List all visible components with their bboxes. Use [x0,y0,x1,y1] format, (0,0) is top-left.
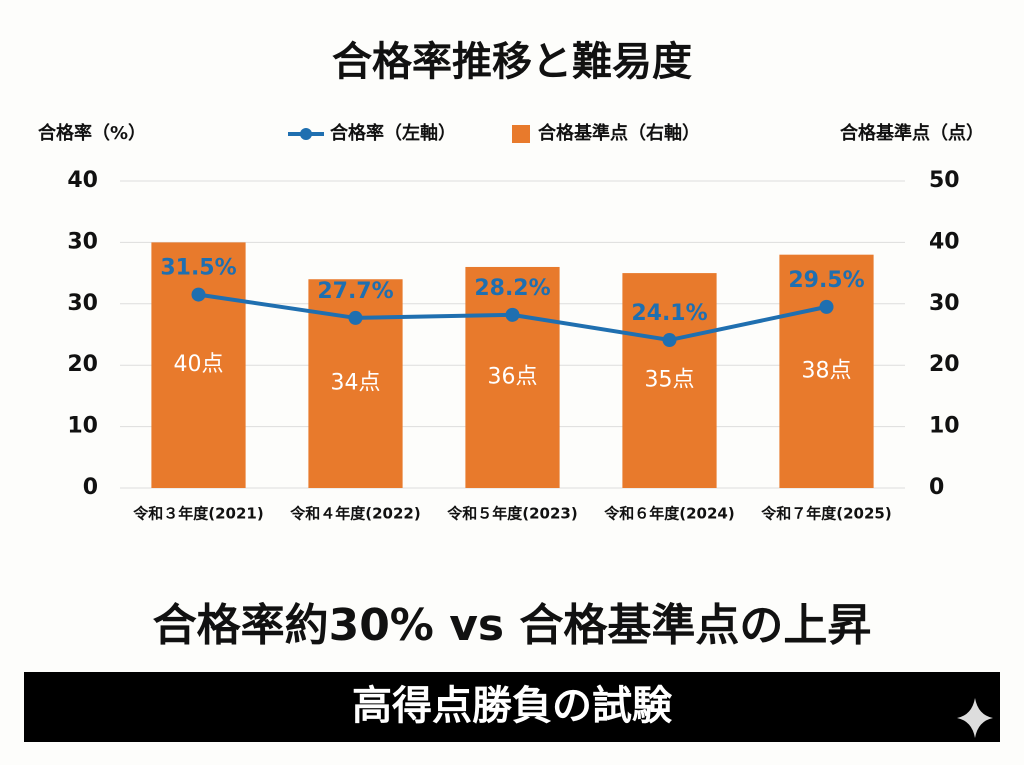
line-marker [819,299,834,314]
line-marker [505,307,520,322]
y2-tick-label: 40 [929,229,960,254]
x-tick-label: 令和５年度(2023) [447,505,577,523]
y2-tick-label: 50 [929,168,960,193]
bar-value-label: 36点 [488,364,538,389]
line-value-label: 28.2% [474,276,550,301]
x-tick-label: 令和３年度(2021) [133,505,263,523]
y2-axis-label: 合格基準点（点） [840,122,984,144]
bar [465,266,560,488]
sparkle-icon [957,698,993,738]
bar [151,242,246,488]
legend-marker [300,128,312,140]
legend-swatch [512,125,530,143]
line-value-label: 29.5% [788,268,864,293]
y-tick-label: 40 [67,168,98,193]
y-tick-label: 0 [83,475,98,500]
y2-tick-label: 0 [929,475,944,500]
chart-title: 合格率推移と難易度 [332,39,692,85]
y-tick-label: 10 [67,414,98,439]
bar-value-label: 35点 [645,368,695,393]
banner: 高得点勝負の試験 [352,683,673,729]
y-axis-label: 合格率（%） [38,122,146,144]
y-tick-label: 30 [67,291,98,316]
y2-tick-label: 30 [929,291,960,316]
legend-label: 合格率（左軸） [330,122,456,144]
y2-tick-label: 10 [929,414,960,439]
bar [779,254,874,488]
y-tick-label: 30 [67,229,98,254]
banner-background [24,672,1000,742]
line-value-label: 31.5% [160,256,236,281]
bar-value-label: 40点 [174,352,224,377]
x-tick-label: 令和４年度(2022) [290,505,420,523]
legend-label: 合格基準点（右軸） [538,122,700,144]
bar [622,273,717,488]
line-value-label: 24.1% [631,301,707,326]
y2-tick-label: 20 [929,352,960,377]
line-value-label: 27.7% [317,279,393,304]
bar-value-label: 38点 [802,358,852,383]
headline: 合格率約30% vs 合格基準点の上昇 [153,600,872,651]
line-marker [348,310,363,325]
line-marker [662,333,677,348]
line-marker [191,287,206,302]
x-tick-label: 令和７年度(2025) [761,505,891,523]
y-tick-label: 20 [67,352,98,377]
bar-value-label: 34点 [331,371,381,396]
x-tick-label: 令和６年度(2024) [604,505,734,523]
